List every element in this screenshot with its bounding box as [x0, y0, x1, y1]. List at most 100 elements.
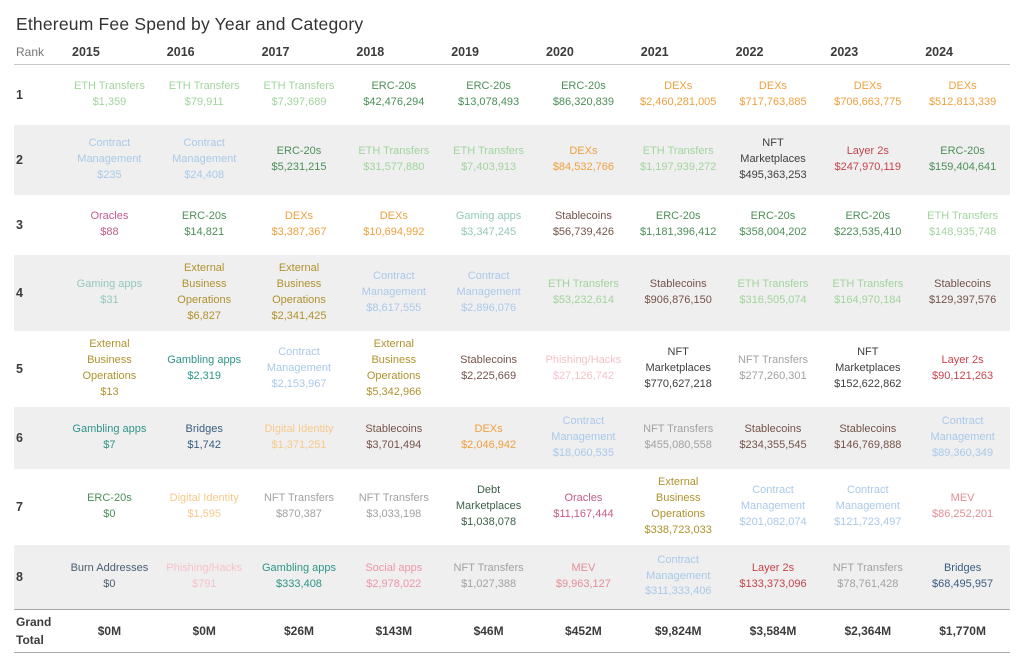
- table-cell[interactable]: NFT Transfers $870,387: [252, 485, 347, 529]
- table-cell[interactable]: External Business Operations $338,723,033: [631, 469, 726, 545]
- table-cell[interactable]: NFT Transfers $1,027,388: [441, 555, 536, 599]
- table-cell[interactable]: DEXs $717,763,885: [726, 73, 821, 117]
- table-cell[interactable]: NFT Transfers $455,080,558: [631, 416, 726, 460]
- table-cell[interactable]: ERC-20s $159,404,641: [915, 138, 1010, 182]
- table-cell[interactable]: Stablecoins $56,739,426: [536, 203, 631, 247]
- table-cell[interactable]: Contract Management $18,060,535: [536, 408, 631, 468]
- table-cell[interactable]: NFT Transfers $78,761,428: [820, 555, 915, 599]
- table-cell[interactable]: Digital Identity $1,371,251: [252, 416, 347, 460]
- table-cell[interactable]: ERC-20s $0: [62, 485, 157, 529]
- table-cell[interactable]: Contract Management $89,360,349: [915, 408, 1010, 468]
- table-cell[interactable]: DEXs $2,460,281,005: [631, 73, 726, 117]
- table-cell[interactable]: Burn Addresses $0: [62, 555, 157, 599]
- table-cell[interactable]: Gambling apps $7: [62, 416, 157, 460]
- table-cell[interactable]: MEV $9,963,127: [536, 555, 631, 599]
- table-cell[interactable]: Stablecoins $906,876,150: [631, 271, 726, 315]
- table-cell[interactable]: Stablecoins $2,225,669: [441, 347, 536, 391]
- table-cell[interactable]: ETH Transfers $316,505,074: [726, 271, 821, 315]
- table-cell[interactable]: External Business Operations $13: [62, 331, 157, 407]
- table-cell[interactable]: Bridges $68,495,957: [915, 555, 1010, 599]
- table-cell[interactable]: External Business Operations $5,342,966: [346, 331, 441, 407]
- table-cell[interactable]: MEV $86,252,201: [915, 485, 1010, 529]
- table-cell[interactable]: External Business Operations $2,341,425: [252, 255, 347, 331]
- cell-value: $133,373,096: [739, 577, 807, 590]
- table-cell[interactable]: NFT Transfers $277,260,301: [726, 347, 821, 391]
- cell-category: Gaming apps: [455, 210, 522, 223]
- table-cell[interactable]: ETH Transfers $1,359: [62, 73, 157, 117]
- table-cell[interactable]: Oracles $88: [62, 203, 157, 247]
- table-cell[interactable]: DEXs $84,532,766: [536, 138, 631, 182]
- table-cell[interactable]: DEXs $512,813,339: [915, 73, 1010, 117]
- cell-category: ETH Transfers: [73, 80, 145, 93]
- table-cell[interactable]: DEXs $10,694,992: [346, 203, 441, 247]
- table-cell[interactable]: ETH Transfers $148,935,748: [915, 203, 1010, 247]
- table-cell[interactable]: Contract Management $311,333,406: [631, 547, 726, 607]
- year-column-header-2020[interactable]: 2020: [546, 45, 574, 59]
- table-cell[interactable]: ERC-20s $42,476,294: [346, 73, 441, 117]
- table-cell[interactable]: Stablecoins $3,701,494: [346, 416, 441, 460]
- cell-value: $7,403,913: [461, 161, 517, 173]
- table-cell[interactable]: Social apps $2,978,022: [346, 555, 441, 599]
- cell-category: Burn Addresses: [70, 561, 149, 574]
- table-cell[interactable]: Contract Management $24,408: [157, 130, 252, 190]
- year-column-header-2023[interactable]: 2023: [830, 45, 859, 59]
- table-cell[interactable]: Digital Identity $1,595: [157, 485, 252, 529]
- table-cell[interactable]: Contract Management $121,723,497: [820, 477, 915, 537]
- table-cell[interactable]: NFT Marketplaces $495,363,253: [726, 130, 821, 190]
- table-cell[interactable]: ETH Transfers $7,403,913: [441, 138, 536, 182]
- table-cell[interactable]: Stablecoins $146,769,888: [820, 416, 915, 460]
- table-cell[interactable]: ERC-20s $13,078,493: [441, 73, 536, 117]
- year-column-header-2017[interactable]: 2017: [261, 45, 290, 59]
- year-column-header-2021[interactable]: 2021: [640, 45, 669, 59]
- table-cell[interactable]: ERC-20s $14,821: [157, 203, 252, 247]
- table-cell[interactable]: DEXs $2,046,942: [441, 416, 536, 460]
- cell-category: DEXs: [569, 145, 598, 158]
- table-cell[interactable]: Phishing/Hacks $791: [157, 555, 252, 599]
- table-cell[interactable]: DEXs $3,387,367: [252, 203, 347, 247]
- table-cell[interactable]: Gaming apps $31: [62, 271, 157, 315]
- table-cell[interactable]: Stablecoins $129,397,576: [915, 271, 1010, 315]
- cell-value: $706,663,775: [834, 96, 902, 108]
- table-cell[interactable]: Layer 2s $133,373,096: [726, 555, 821, 599]
- table-cell[interactable]: ETH Transfers $31,577,880: [346, 138, 441, 182]
- table-cell[interactable]: ERC-20s $1,181,396,412: [631, 203, 726, 247]
- table-cell[interactable]: Contract Management $8,617,555: [346, 263, 441, 323]
- year-column-header-2015[interactable]: 2015: [72, 45, 100, 59]
- table-cell[interactable]: ETH Transfers $7,397,689: [252, 73, 347, 117]
- table-cell[interactable]: External Business Operations $6,827: [157, 255, 252, 331]
- table-cell[interactable]: ERC-20s $223,535,410: [820, 203, 915, 247]
- table-cell[interactable]: Phishing/Hacks $27,126,742: [536, 347, 631, 391]
- table-cell[interactable]: Contract Management $2,896,076: [441, 263, 536, 323]
- table-cell[interactable]: ERC-20s $86,320,839: [536, 73, 631, 117]
- table-cell[interactable]: Gaming apps $3,347,245: [441, 203, 536, 247]
- year-column-header-2024[interactable]: 2024: [925, 45, 953, 59]
- table-cell[interactable]: Bridges $1,742: [157, 416, 252, 460]
- table-cell[interactable]: Layer 2s $247,970,119: [820, 138, 915, 182]
- cell-value: $68,495,957: [932, 577, 994, 590]
- year-column-header-2019[interactable]: 2019: [451, 45, 479, 59]
- table-cell[interactable]: ETH Transfers $53,232,614: [536, 271, 631, 315]
- table-cell[interactable]: Layer 2s $90,121,263: [915, 347, 1010, 391]
- table-cell[interactable]: ERC-20s $5,231,215: [252, 138, 347, 182]
- table-cell[interactable]: Gambling apps $2,319: [157, 347, 252, 391]
- table-header-row: Rank 2015 2016 2017 2018 2019 2020 2021 2022 2023…: [14, 45, 1010, 65]
- table-cell[interactable]: ETH Transfers $1,197,939,272: [631, 138, 726, 182]
- table-cell[interactable]: Debt Marketplaces $1,038,078: [441, 477, 536, 537]
- table-cell[interactable]: NFT Marketplaces $770,627,218: [631, 339, 726, 399]
- table-cell[interactable]: DEXs $706,663,775: [820, 73, 915, 117]
- table-cell[interactable]: Oracles $11,167,444: [536, 485, 631, 529]
- table-cell[interactable]: Contract Management $201,082,074: [726, 477, 821, 537]
- year-column-header-2016[interactable]: 2016: [166, 45, 195, 59]
- table-cell[interactable]: NFT Transfers $3,033,198: [346, 485, 441, 529]
- year-column-header-2022[interactable]: 2022: [735, 45, 764, 59]
- table-cell[interactable]: ETH Transfers $79,911: [157, 73, 252, 117]
- year-column-header-2018[interactable]: 2018: [356, 45, 385, 59]
- table-cell[interactable]: ETH Transfers $164,970,184: [820, 271, 915, 315]
- table-cell[interactable]: Contract Management $2,153,967: [252, 339, 347, 399]
- table-cell[interactable]: Contract Management $235: [62, 130, 157, 190]
- table-cell[interactable]: ERC-20s $358,004,202: [726, 203, 821, 247]
- table-cell[interactable]: Gambling apps $333,408: [252, 555, 347, 599]
- table-cell[interactable]: NFT Marketplaces $152,622,862: [820, 339, 915, 399]
- table-cell[interactable]: Stablecoins $234,355,545: [726, 416, 821, 460]
- cell-value: $247,970,119: [834, 161, 902, 173]
